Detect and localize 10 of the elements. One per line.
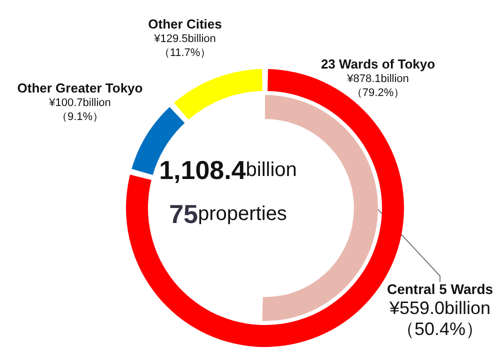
data-label: ¥100.7billion （9.1%） (48, 97, 111, 123)
data-label: ¥878.1billion （79.2%） (346, 73, 409, 99)
text: 1,108.4billion (159, 155, 297, 185)
slice-label: Central 5 Wards (386, 281, 494, 297)
data-label: ¥559.0billion （50.4%） (388, 298, 491, 339)
data-label: ¥129.5billion （11.7%） (153, 33, 216, 59)
text: 75properties (169, 199, 287, 229)
slice-label: Other Greater Tokyo (17, 80, 143, 96)
slice-label: 23 Wards of Tokyo (320, 56, 436, 72)
slice-label: Other Cities (148, 16, 222, 32)
